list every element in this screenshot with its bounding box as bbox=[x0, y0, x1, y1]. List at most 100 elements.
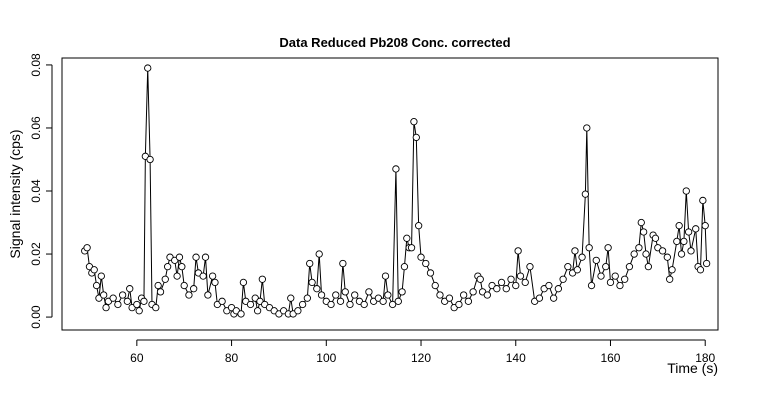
data-point bbox=[192, 253, 200, 261]
data-point bbox=[625, 262, 634, 271]
data-point bbox=[161, 275, 169, 283]
data-point bbox=[332, 291, 340, 299]
data-point bbox=[699, 196, 707, 205]
data-point bbox=[436, 291, 444, 299]
data-point bbox=[154, 281, 162, 290]
data-point bbox=[606, 278, 615, 287]
data-point bbox=[651, 234, 660, 242]
data-point bbox=[392, 165, 400, 173]
data-point bbox=[294, 307, 302, 315]
data-point bbox=[173, 272, 181, 280]
data-point bbox=[616, 281, 624, 290]
data-point bbox=[483, 291, 491, 299]
data-point bbox=[464, 297, 473, 305]
data-point bbox=[549, 294, 558, 302]
data-point bbox=[592, 256, 600, 264]
data-point bbox=[675, 222, 683, 230]
data-point bbox=[585, 244, 593, 252]
data-point bbox=[398, 288, 406, 296]
data-point bbox=[351, 291, 359, 299]
data-point bbox=[415, 222, 423, 230]
data-point bbox=[692, 225, 700, 233]
data-point bbox=[237, 310, 245, 318]
data-point bbox=[476, 275, 484, 283]
data-point bbox=[211, 278, 219, 287]
data-point bbox=[639, 228, 648, 236]
data-point bbox=[403, 234, 411, 242]
data-point bbox=[185, 291, 193, 299]
x-axis-label: Time (s) bbox=[667, 360, 718, 376]
data-point bbox=[516, 272, 525, 280]
data-point bbox=[687, 247, 695, 255]
data-point bbox=[611, 272, 619, 280]
data-point bbox=[445, 294, 454, 302]
data-point bbox=[190, 285, 198, 293]
data-point bbox=[208, 272, 217, 280]
y-tick-label: 0.06 bbox=[29, 116, 43, 140]
y-tick-label: 0.04 bbox=[29, 179, 43, 203]
data-point bbox=[133, 300, 141, 309]
data-point bbox=[400, 262, 409, 271]
data-point bbox=[682, 187, 690, 195]
x-tick-label: 140 bbox=[506, 351, 526, 365]
x-tick-label: 180 bbox=[695, 351, 715, 365]
data-point bbox=[135, 307, 143, 315]
data-point bbox=[680, 237, 688, 246]
data-point bbox=[175, 253, 184, 261]
x-tick-label: 160 bbox=[600, 351, 620, 365]
data-point bbox=[114, 300, 122, 309]
data-point bbox=[701, 222, 709, 230]
data-point bbox=[218, 297, 226, 305]
data-point bbox=[178, 262, 186, 271]
data-point bbox=[493, 285, 501, 293]
data-point bbox=[394, 297, 402, 305]
data-point bbox=[460, 291, 468, 299]
data-point bbox=[123, 297, 132, 305]
data-point bbox=[83, 244, 91, 252]
data-point bbox=[635, 244, 643, 252]
data-point bbox=[313, 285, 321, 293]
data-point bbox=[426, 269, 435, 277]
x-tick-label: 60 bbox=[130, 351, 144, 365]
data-point bbox=[315, 250, 323, 258]
data-point bbox=[287, 294, 295, 302]
data-point bbox=[140, 297, 148, 305]
data-point bbox=[526, 262, 534, 271]
data-point bbox=[199, 272, 207, 280]
data-point bbox=[587, 281, 596, 290]
data-point bbox=[126, 285, 134, 293]
data-point bbox=[571, 247, 579, 255]
data-point bbox=[381, 272, 390, 280]
data-point bbox=[602, 262, 610, 271]
data-point bbox=[407, 244, 416, 252]
data-point bbox=[673, 237, 681, 246]
data-point bbox=[583, 124, 591, 132]
data-point bbox=[146, 155, 154, 164]
data-point bbox=[630, 250, 638, 258]
data-point bbox=[545, 281, 553, 290]
data-point bbox=[306, 259, 314, 268]
data-point bbox=[412, 133, 420, 142]
data-point bbox=[303, 294, 311, 302]
data-point bbox=[535, 294, 544, 302]
data-point bbox=[604, 244, 612, 252]
data-point bbox=[201, 253, 210, 261]
x-tick-label: 100 bbox=[316, 351, 336, 365]
data-point bbox=[597, 272, 605, 280]
y-tick-label: 0.00 bbox=[29, 305, 43, 329]
data-point bbox=[341, 288, 349, 296]
data-point bbox=[663, 253, 671, 261]
data-point bbox=[621, 275, 629, 283]
data-point bbox=[684, 228, 693, 236]
data-point bbox=[388, 300, 397, 309]
data-point bbox=[581, 190, 590, 198]
data-point bbox=[379, 297, 387, 305]
plot-box bbox=[61, 57, 719, 331]
data-point bbox=[642, 250, 650, 258]
data-point bbox=[554, 285, 563, 293]
x-tick-label: 120 bbox=[411, 351, 431, 365]
data-point bbox=[102, 303, 110, 312]
data-point bbox=[431, 281, 439, 290]
data-point bbox=[90, 266, 98, 274]
